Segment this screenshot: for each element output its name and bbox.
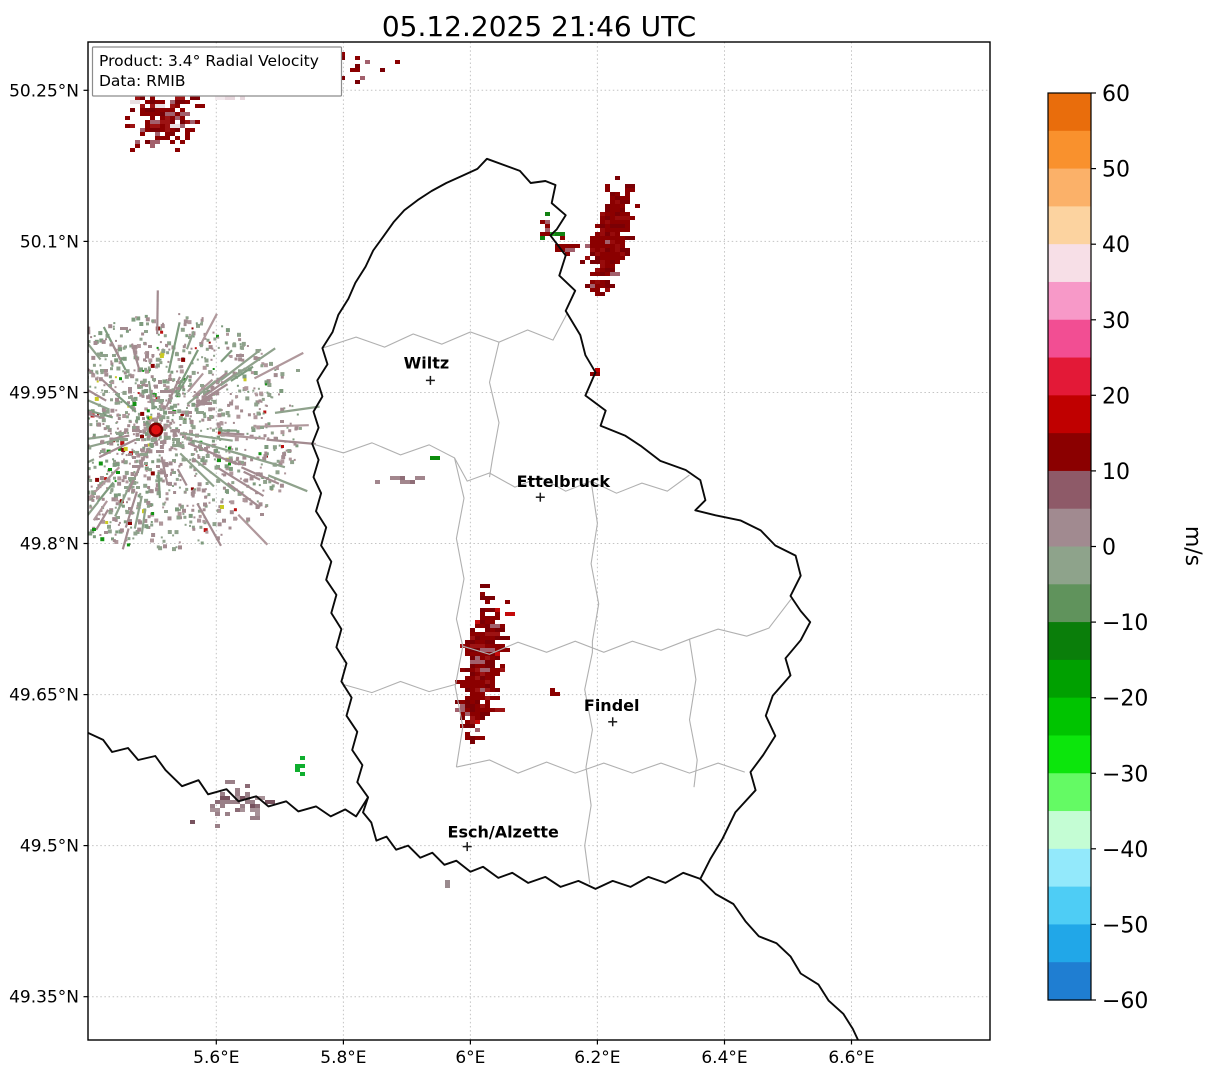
radar-site-marker xyxy=(148,422,164,437)
neighbor-border xyxy=(88,731,369,818)
figure-title: 05.12.2025 21:46 UTC xyxy=(382,10,696,43)
y-tick-label: 50.25°N xyxy=(9,81,79,101)
gridlines xyxy=(88,42,990,1040)
product-info-box: Product: 3.4° Radial Velocity Data: RMIB xyxy=(91,46,343,97)
info-box-background xyxy=(91,46,343,97)
canton-border-line xyxy=(584,481,600,884)
canton-border-line xyxy=(343,680,456,694)
luxembourg-border xyxy=(311,157,812,890)
colorbar-tick-label: −40 xyxy=(1102,838,1148,863)
canton-border-line xyxy=(453,457,465,647)
canton-border-line xyxy=(454,646,464,768)
x-tick-label: 6°E xyxy=(455,1048,485,1068)
echo-wiltz-green-speck xyxy=(430,456,440,460)
x-tick-label: 6.6°E xyxy=(828,1048,874,1068)
colorbar-tick-label: 0 xyxy=(1102,536,1116,561)
colorbar-tick-label: 20 xyxy=(1102,384,1130,409)
colorbar-tick-label: −60 xyxy=(1102,989,1148,1014)
echo-south-gray-dash xyxy=(445,880,450,888)
y-tick-label: 50.1°N xyxy=(20,232,79,252)
colorbar-tick-label: −10 xyxy=(1102,611,1148,636)
colorbar-tick-label: 10 xyxy=(1102,460,1130,485)
echo-findel-west-speck xyxy=(550,688,560,696)
echo-sw-green-dashes xyxy=(295,756,305,776)
echo-ne-darkred-mass xyxy=(580,176,640,296)
data-source-label: Data: RMIB xyxy=(99,72,186,90)
city-label: Findel xyxy=(584,696,640,715)
plot-frame xyxy=(87,41,991,1041)
neighbor-border xyxy=(699,878,860,1040)
city-findel: Findel xyxy=(584,696,640,727)
x-tick-label: 6.4°E xyxy=(701,1048,747,1068)
canton-border-line xyxy=(456,759,745,774)
x-tick-label: 5.8°E xyxy=(320,1048,366,1068)
echo-radar-clutter-disk xyxy=(88,290,320,552)
echo-sw-mauve-patch xyxy=(190,780,275,828)
y-tick-label: 49.35°N xyxy=(9,988,79,1008)
y-tick-label: 49.5°N xyxy=(20,837,79,857)
city-label: Ettelbruck xyxy=(517,472,611,491)
echo-ne-green-specks xyxy=(540,212,565,240)
city-label: Esch/Alzette xyxy=(448,823,560,842)
colorbar-tick-label: 50 xyxy=(1102,158,1130,183)
colorbar-tick-label: 30 xyxy=(1102,309,1130,334)
canton-border-line xyxy=(688,639,698,788)
y-tick-label: 49.8°N xyxy=(20,535,79,555)
product-label: Product: 3.4° Radial Velocity xyxy=(99,52,319,70)
canton-border-line xyxy=(488,341,500,478)
city-esch-alzette: Esch/Alzette xyxy=(448,823,560,852)
country-borders xyxy=(88,157,860,1040)
colorbar-tick-label: −20 xyxy=(1102,687,1148,712)
colorbar-tick-label: −50 xyxy=(1102,913,1148,938)
colorbar-gradient xyxy=(1048,93,1091,1001)
city-wiltz: Wiltz xyxy=(404,353,450,385)
echo-radar-clutter-halo xyxy=(88,327,300,534)
x-tick-label: 6.2°E xyxy=(574,1048,620,1068)
city-label: Wiltz xyxy=(404,353,450,372)
colorbar-tick-label: 40 xyxy=(1102,233,1130,258)
axis-ticks: 5.6°E 5.8°E 6°E 6.2°E 6.4°E 6.6°E 50.25°N 50.1°… xyxy=(9,81,875,1068)
canton-borders xyxy=(312,313,792,884)
colorbar: 60 50 40 30 20 10 0 −10 −20 −30 −40 −50 −60 xyxy=(1047,82,1148,1014)
colorbar-tick-label: −30 xyxy=(1102,762,1148,787)
colorbar-tick-label: 60 xyxy=(1102,82,1130,107)
canton-border-line xyxy=(462,598,792,655)
city-ettelbruck: Ettelbruck xyxy=(517,472,611,502)
city-annotations: Wiltz Ettelbruck Findel Esch/Alzette xyxy=(404,353,640,852)
echo-central-darkred-band xyxy=(455,584,515,744)
canton-border-line xyxy=(312,442,690,494)
echo-west-mauve-dashes xyxy=(375,476,425,484)
canton-border-line xyxy=(322,313,568,349)
y-tick-label: 49.65°N xyxy=(9,686,79,706)
x-tick-label: 5.6°E xyxy=(193,1048,239,1068)
colorbar-unit-label: m/s xyxy=(1180,526,1205,566)
y-tick-label: 49.95°N xyxy=(9,384,79,404)
